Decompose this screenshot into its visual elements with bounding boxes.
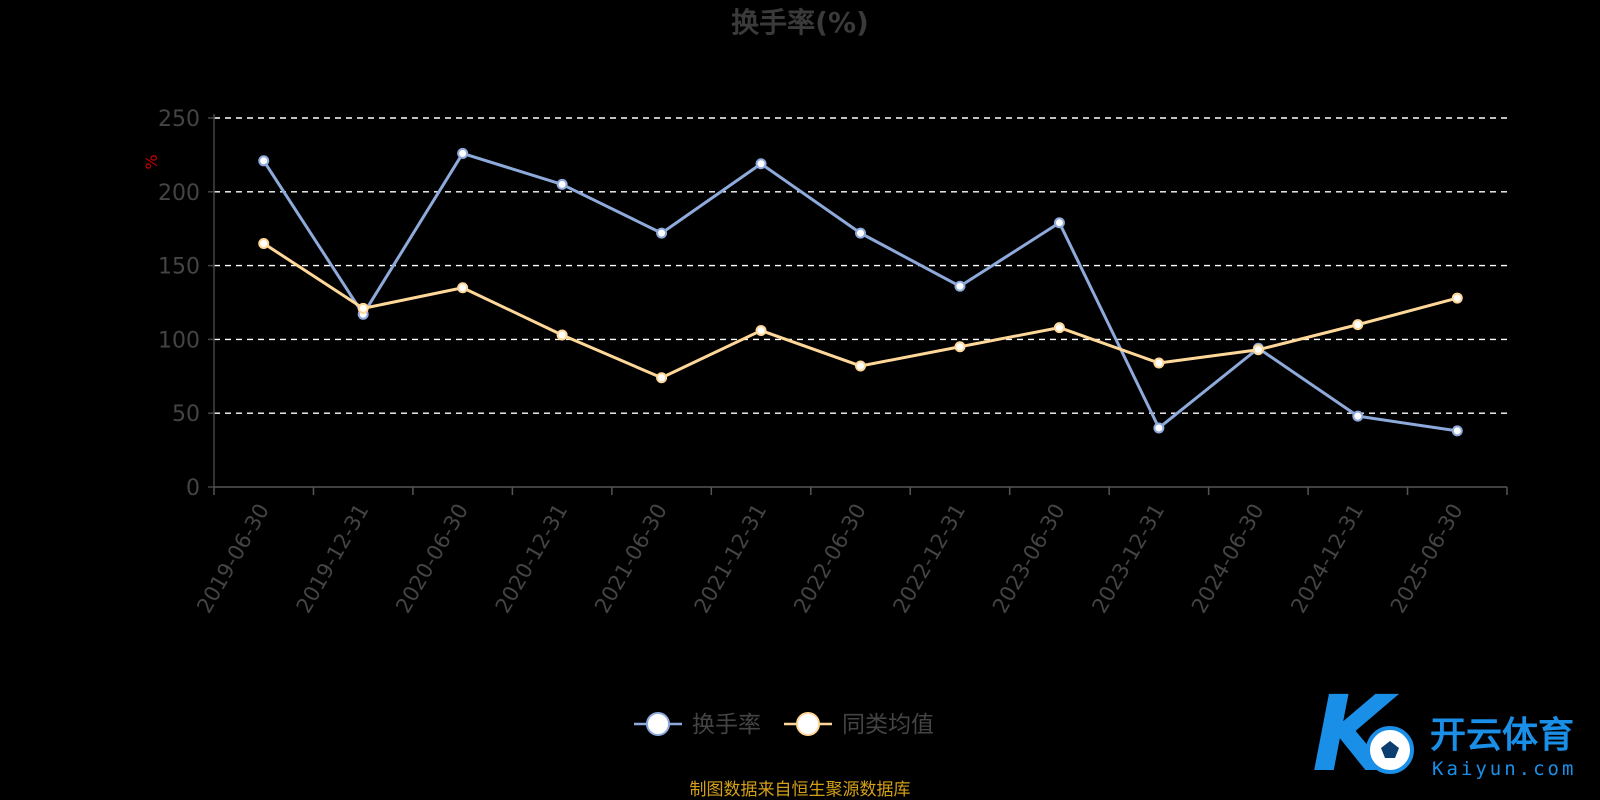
y-tick-label: 150 bbox=[158, 255, 200, 280]
x-tick-label: 2025-06-30 bbox=[1386, 500, 1468, 618]
legend-marker bbox=[796, 712, 820, 736]
data-point[interactable] bbox=[1352, 319, 1364, 331]
x-tick-label: 2024-12-31 bbox=[1286, 500, 1368, 618]
series-2 bbox=[258, 237, 1463, 384]
data-point[interactable] bbox=[1053, 322, 1065, 334]
y-axis: 0 50 100 150 200 250 bbox=[158, 107, 215, 501]
legend: 换手率 同类均值 bbox=[634, 712, 934, 738]
y-tick-label: 250 bbox=[158, 107, 200, 132]
y-tick-label: 50 bbox=[172, 402, 200, 427]
series-layer bbox=[258, 147, 1463, 437]
legend-item-2[interactable]: 同类均值 bbox=[784, 712, 934, 738]
x-tick-label: 2022-12-31 bbox=[888, 500, 970, 618]
data-point[interactable] bbox=[556, 178, 568, 190]
legend-item-1[interactable]: 换手率 bbox=[634, 712, 761, 738]
x-tick-label: 2022-06-30 bbox=[789, 500, 871, 618]
data-point[interactable] bbox=[1451, 292, 1463, 304]
y-tick-label: 100 bbox=[158, 328, 200, 353]
x-tick-label: 2020-06-30 bbox=[391, 499, 473, 617]
logo-text-en: Kaiyun.com bbox=[1432, 758, 1576, 780]
x-tick-label: 2023-12-31 bbox=[1087, 500, 1169, 618]
logo-ball-patch bbox=[1381, 741, 1399, 758]
data-source-note: 制图数据来自恒生聚源数据库 bbox=[690, 780, 911, 800]
data-point[interactable] bbox=[258, 237, 270, 249]
data-point[interactable] bbox=[855, 227, 866, 239]
data-point[interactable] bbox=[1252, 344, 1264, 356]
data-point[interactable] bbox=[258, 155, 270, 167]
x-tick-label: 2023-06-30 bbox=[988, 500, 1070, 618]
x-axis: 2019-06-30 2019-12-31 2020-06-30 2020-12-31… bbox=[192, 486, 1508, 618]
data-point[interactable] bbox=[954, 280, 966, 292]
x-tick-label: 2021-06-30 bbox=[590, 500, 672, 618]
data-point[interactable] bbox=[656, 227, 668, 239]
chart-title: 换手率(%) bbox=[731, 6, 869, 39]
data-point[interactable] bbox=[1352, 410, 1364, 422]
data-point[interactable] bbox=[457, 147, 469, 159]
brand-logo: K 开云体育 Kaiyun.com bbox=[1312, 673, 1576, 795]
data-point[interactable] bbox=[755, 158, 767, 170]
data-point[interactable] bbox=[755, 325, 767, 337]
x-tick-label: 2020-12-31 bbox=[491, 500, 573, 618]
x-tick-label: 2019-12-31 bbox=[292, 500, 374, 618]
data-point[interactable] bbox=[1153, 357, 1165, 369]
legend-marker bbox=[646, 712, 670, 736]
x-tick-label: 2021-12-31 bbox=[690, 500, 772, 618]
legend-label: 换手率 bbox=[692, 712, 761, 738]
logo-mark-icon: K bbox=[1312, 673, 1414, 795]
series-line bbox=[262, 242, 1458, 380]
data-point[interactable] bbox=[1153, 422, 1165, 434]
data-point[interactable] bbox=[556, 329, 568, 341]
data-point[interactable] bbox=[1053, 217, 1065, 229]
data-point[interactable] bbox=[656, 372, 668, 384]
x-tick-label: 2024-06-30 bbox=[1187, 500, 1269, 618]
y-tick-label: 200 bbox=[158, 181, 200, 206]
data-point[interactable] bbox=[855, 360, 866, 372]
data-point[interactable] bbox=[1451, 425, 1463, 437]
logo-text-cn: 开云体育 bbox=[1430, 715, 1574, 756]
data-point[interactable] bbox=[457, 282, 469, 294]
data-point[interactable] bbox=[357, 302, 369, 314]
x-tick-label: 2019-06-30 bbox=[192, 500, 274, 618]
y-axis-unit: % bbox=[142, 154, 161, 169]
data-point[interactable] bbox=[954, 341, 966, 353]
legend-label: 同类均值 bbox=[842, 712, 934, 738]
y-tick-label: 0 bbox=[186, 476, 200, 501]
